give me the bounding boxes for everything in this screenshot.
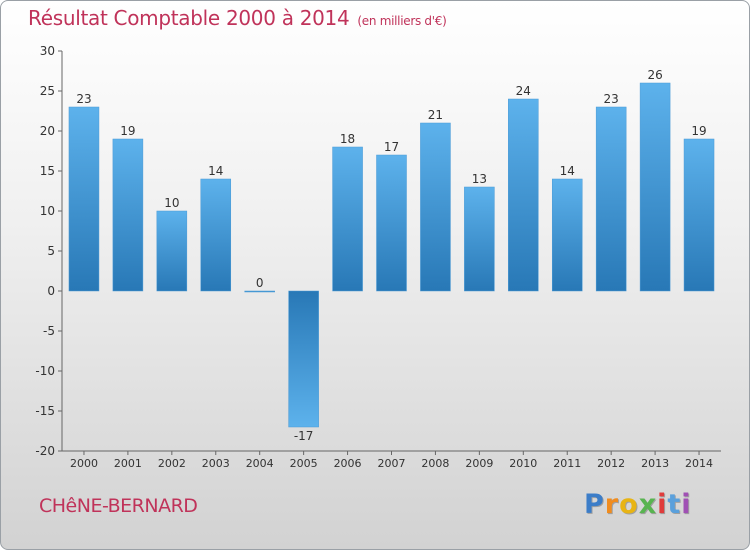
bar-2003[interactable] xyxy=(200,178,232,292)
x-tick-label: 2012 xyxy=(597,457,625,470)
bar-2007[interactable] xyxy=(376,154,407,292)
data-label-2011: 14 xyxy=(560,164,575,178)
data-label-2002: 10 xyxy=(164,196,179,210)
bar-2009[interactable] xyxy=(464,186,495,292)
x-tick-label: 2009 xyxy=(465,457,493,470)
bars xyxy=(68,82,715,428)
bar-2004[interactable] xyxy=(244,290,275,293)
x-tick-label: 2013 xyxy=(641,457,669,470)
y-tick-label: -5 xyxy=(43,324,55,338)
x-tick-label: 2008 xyxy=(421,457,449,470)
bar-2008[interactable] xyxy=(420,122,451,292)
bar-2011[interactable] xyxy=(551,178,583,292)
title-text: Résultat Comptable 2000 à 2014 xyxy=(28,6,350,30)
x-tick-label: 2010 xyxy=(509,457,537,470)
y-tick-label: 5 xyxy=(47,244,55,258)
bar-2012[interactable] xyxy=(595,106,627,292)
data-label-2012: 23 xyxy=(604,92,619,106)
data-label-2003: 14 xyxy=(208,164,223,178)
y-axis: -20 -15 -10 -5 0 5 10 15 20 25 30 xyxy=(35,44,63,458)
bar-2005[interactable] xyxy=(288,290,319,428)
logo-letter: P xyxy=(584,489,605,520)
chart-subtitle: (en milliers d'€) xyxy=(357,14,447,28)
y-tick-label: -15 xyxy=(35,404,55,418)
bar-2006[interactable] xyxy=(332,146,363,292)
logo-letter: i xyxy=(681,489,692,520)
y-tick-label: -20 xyxy=(35,444,55,458)
x-axis: 2000 2001 2002 2003 2004 2005 2006 2007 2008 2009… xyxy=(62,450,721,470)
bar-2002[interactable] xyxy=(156,210,188,292)
proxiti-logo[interactable]: Proxiti xyxy=(584,489,692,520)
y-tick-label: 15 xyxy=(40,164,55,178)
x-tick-label: 2006 xyxy=(334,457,362,470)
data-labels: 23 19 10 14 0 -17 18 17 21 13 24 14 23 26 19 xyxy=(76,68,706,443)
bar-2014[interactable] xyxy=(683,138,715,292)
y-tick-label: 20 xyxy=(40,124,55,138)
y-tick-label: 0 xyxy=(47,284,55,298)
data-label-2007: 17 xyxy=(384,140,399,154)
data-label-2008: 21 xyxy=(428,108,443,122)
chart-title: Résultat Comptable 2000 à 2014 (en millie… xyxy=(28,6,447,30)
x-tick-label: 2011 xyxy=(553,457,581,470)
data-label-2004: 0 xyxy=(256,276,264,290)
data-label-2013: 26 xyxy=(647,68,662,82)
bar-2001[interactable] xyxy=(112,138,144,292)
x-tick-label: 2005 xyxy=(290,457,318,470)
x-tick-label: 2004 xyxy=(246,457,274,470)
data-label-2005: -17 xyxy=(294,429,314,443)
data-label-2010: 24 xyxy=(516,84,531,98)
logo-letter: i xyxy=(657,489,668,520)
x-tick-label: 2014 xyxy=(685,457,713,470)
x-tick-label: 2007 xyxy=(378,457,406,470)
logo-letter: r xyxy=(604,489,620,520)
commune-name: CHêNE-BERNARD xyxy=(39,495,198,517)
x-tick-label: 2002 xyxy=(158,457,186,470)
y-tick-label: -10 xyxy=(35,364,55,378)
bar-2013[interactable] xyxy=(639,82,671,292)
bar-2010[interactable] xyxy=(508,98,539,292)
y-tick-label: 10 xyxy=(40,204,55,218)
data-label-2009: 13 xyxy=(472,172,487,186)
x-tick-label: 2003 xyxy=(202,457,230,470)
logo-letter: t xyxy=(667,489,682,520)
x-tick-label: 2001 xyxy=(114,457,142,470)
data-label-2000: 23 xyxy=(76,92,91,106)
x-tick-label: 2000 xyxy=(70,457,98,470)
data-label-2014: 19 xyxy=(691,124,706,138)
data-label-2001: 19 xyxy=(120,124,135,138)
y-tick-label: 25 xyxy=(40,84,55,98)
bar-2000[interactable] xyxy=(68,106,100,292)
logo-letter: o xyxy=(619,489,639,520)
data-label-2006: 18 xyxy=(340,132,355,146)
y-tick-label: 30 xyxy=(40,44,55,58)
logo-letter: x xyxy=(638,489,658,520)
